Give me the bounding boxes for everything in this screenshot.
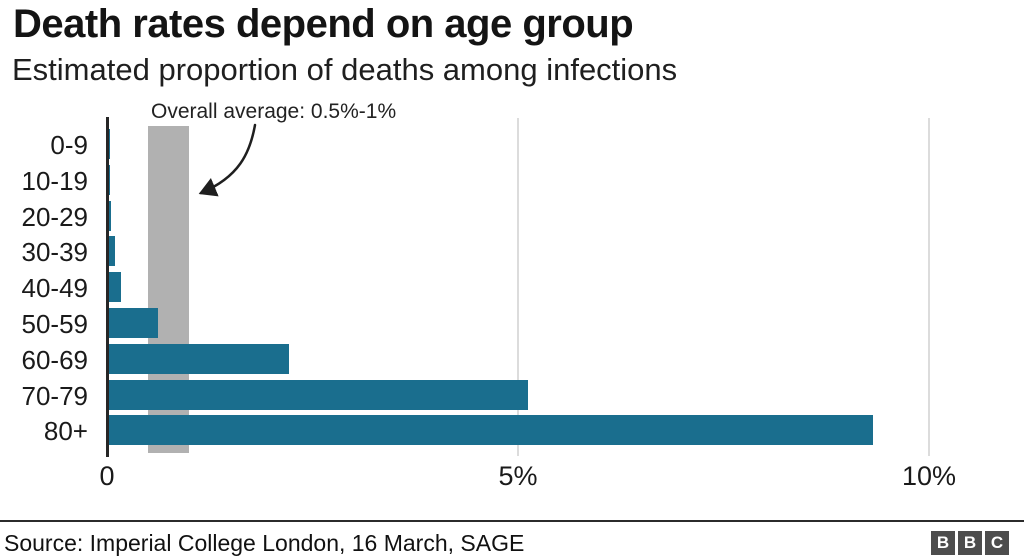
gridline-10% [928,118,930,456]
x-axis-label-0: 0 [99,461,115,491]
y-axis-label-10-19: 10-19 [21,165,89,196]
x-axis-label-5%: 5% [498,461,538,491]
x-axis-label-10%: 10% [901,461,957,491]
y-axis-label-20-29: 20-29 [21,201,89,232]
bar-50-59 [108,308,158,338]
y-axis-label-60-69: 60-69 [21,344,89,375]
chart-title: Death rates depend on age group [13,2,634,46]
y-axis-label-70-79: 70-79 [21,380,89,411]
bar-40-49 [108,272,121,303]
bbc-logo: B B C [931,531,1009,555]
bar-80+ [108,415,873,446]
bbc-logo-letter-c: C [985,531,1009,555]
y-axis-label-50-59: 50-59 [21,309,89,339]
bbc-logo-letter-b1: B [931,531,955,555]
bbc-logo-letter-b2: B [958,531,982,555]
y-axis-label-40-49: 40-49 [21,273,89,304]
footer-divider [0,520,1024,522]
chart-subtitle: Estimated proportion of deaths among inf… [12,52,678,87]
y-axis-label-30-39: 30-39 [21,237,89,268]
bar-60-69 [108,343,290,374]
bar-30-39 [108,236,116,267]
annotation-label: Overall average: 0.5%-1% [151,100,397,123]
y-axis-label-0-9: 0-9 [50,130,88,160]
y-axis-label-80+: 80+ [43,416,88,447]
source-text: Source: Imperial College London, 16 Marc… [4,530,525,556]
bar-20-29 [108,200,111,231]
gridline-5% [517,118,519,456]
y-axis-line [105,117,109,457]
bar-70-79 [108,379,528,410]
